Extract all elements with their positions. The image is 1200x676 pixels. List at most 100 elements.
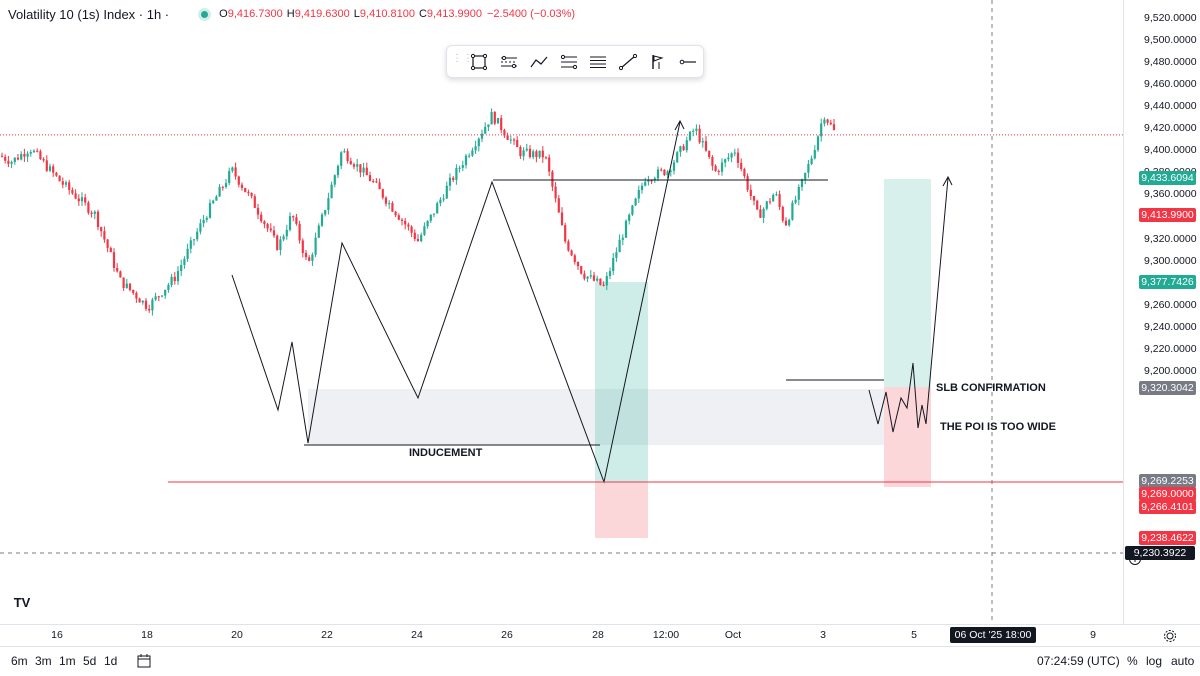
candle-body [685,140,688,151]
time-tick-label: 18 [141,629,153,641]
long-position-loss[interactable] [595,483,648,538]
settings-icon[interactable] [1163,629,1177,648]
flag-icon[interactable] [643,50,673,74]
candle-body [349,161,352,165]
range-5d-button[interactable]: 5d [83,654,97,668]
candle-body [173,276,176,282]
utc-clock[interactable]: 07:24:59 (UTC) [1037,654,1120,668]
price-tick-label: 9,200.0000 [1144,364,1197,377]
line-path-icon[interactable] [524,50,554,74]
candle-body [660,169,663,171]
candle-body [180,264,183,272]
candle-body [503,130,506,136]
candle-body [52,166,55,173]
arrowhead-icon[interactable] [942,175,953,187]
price-tick-label: 9,260.0000 [1144,298,1197,311]
trend-line-icon[interactable] [613,50,643,74]
candle-body [404,220,407,225]
candle-body [199,223,202,232]
range-3m-button[interactable]: 3m [35,654,52,668]
candle-body [554,186,557,199]
candle-body [496,118,500,124]
candle-body [346,151,349,162]
candle-body [45,160,48,171]
crosshair-add-icon[interactable] [1128,552,1142,571]
candle-body [426,220,429,227]
rectangle-icon[interactable] [464,50,494,74]
candle-body [221,186,224,188]
auto-toggle[interactable]: auto [1171,654,1195,668]
candle-body [352,164,356,167]
candle-body [653,178,656,181]
candle-body [592,275,596,281]
candle-body [576,262,580,267]
price-axis[interactable]: 9,520.0000 9,500.0000 9,480.0000 9,460.0000… [1123,0,1200,624]
drawing-toolbar: ⋮⋮ [446,45,704,78]
time-tick-label: 28 [592,629,604,641]
candle-body [260,214,263,222]
candle-body [68,182,71,190]
arrowhead-icon[interactable] [674,119,685,131]
candle-body [288,216,292,230]
long-position-profit-2[interactable] [884,179,931,387]
candle-body [29,152,32,154]
candle-body [308,257,311,261]
candle-body [84,197,87,203]
zigzag-path[interactable] [231,121,681,484]
range-6m-button[interactable]: 6m [11,654,28,668]
candle-body [247,192,250,194]
candle-body [484,126,487,134]
candle-body [532,151,535,158]
candle-body [804,172,807,180]
candle-body [509,139,512,141]
calendar-range-icon[interactable] [136,653,152,672]
candle-body [468,155,471,157]
price-axis-label: 9,433.6094 [1139,171,1196,185]
levels-icon[interactable] [584,50,614,74]
range-1d-button[interactable]: 1d [104,654,118,668]
candle-body [557,198,560,213]
candle-body [781,206,784,221]
horizontal-ray-icon[interactable] [673,50,703,74]
candle-body [231,167,234,171]
candle-body [573,255,576,263]
candle-body [666,171,669,176]
price-tick-label: 9,240.0000 [1144,320,1197,333]
range-icon[interactable] [494,50,524,74]
symbol-title[interactable]: Volatility 10 (1s) Index · 1h · [8,6,170,22]
candle-body [186,248,189,259]
high-value: 9,419.6300 [294,8,350,20]
candle-body [336,165,340,176]
range-1m-button[interactable]: 1m [59,654,76,668]
candle-body [548,157,551,172]
candle-body [202,219,205,224]
candle-body [583,273,586,279]
drag-handle-icon[interactable]: ⋮⋮ [452,52,474,64]
candle-body [682,146,685,151]
percent-toggle[interactable]: % [1127,654,1138,668]
candle-body [544,157,548,159]
candle-body [234,167,237,177]
candle-body [628,214,631,221]
candle-body [148,308,151,311]
candle-body [375,181,378,183]
candle-body [820,123,823,137]
candle-body [826,119,829,123]
market-status-icon [201,10,209,18]
candle-body [740,162,743,170]
fib-icon[interactable] [554,50,584,74]
candle-body [599,278,602,285]
candle-body [356,164,359,167]
candle-body [205,217,208,220]
candle-body [647,180,650,182]
time-axis[interactable]: 16 18 20 22 24 26 28 12:00 Oct 3 5 9 06 Oct '25 18:… [0,624,1200,647]
projection-path[interactable] [868,177,949,433]
candle-body [368,175,372,181]
candle-body [541,150,544,158]
chart-canvas[interactable] [0,0,1123,624]
candle-body [359,164,362,173]
poi-zone[interactable] [308,389,884,445]
candle-body [586,276,589,279]
log-toggle[interactable]: log [1146,654,1163,668]
price-axis-label: 9,269.2253 [1139,474,1196,488]
